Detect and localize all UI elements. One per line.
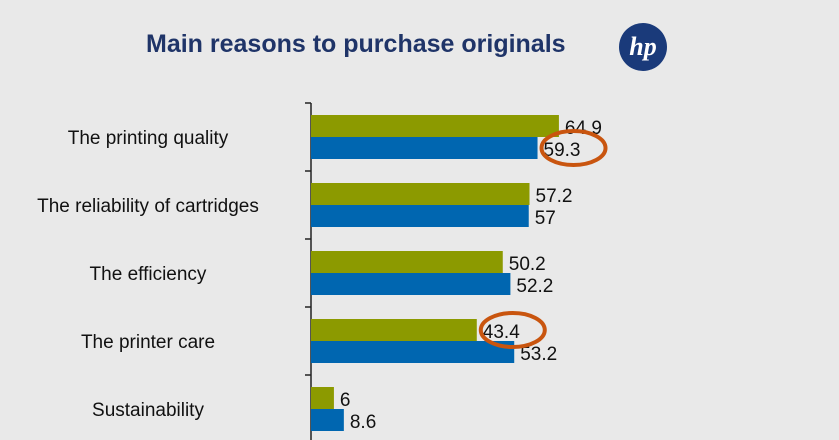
data-label: 59.3 bbox=[544, 140, 581, 161]
bar-series-2 bbox=[311, 273, 511, 295]
bar-series-1 bbox=[311, 115, 559, 137]
bar-series-1 bbox=[311, 387, 334, 409]
svg-text:hp: hp bbox=[629, 32, 656, 61]
bar-series-2 bbox=[311, 409, 344, 431]
highlight-circle bbox=[478, 311, 547, 349]
bar-series-1 bbox=[311, 319, 477, 341]
bar-series-2 bbox=[311, 137, 538, 159]
bar-series-1 bbox=[311, 251, 503, 273]
hp-logo-icon: hp bbox=[619, 23, 667, 71]
data-label: 57.2 bbox=[536, 186, 573, 207]
data-label: 57 bbox=[535, 208, 556, 229]
bar-series-2 bbox=[311, 205, 529, 227]
data-label: 53.2 bbox=[520, 344, 557, 365]
bar-series-1 bbox=[311, 183, 530, 205]
category-label: The reliability of cartridges bbox=[37, 196, 259, 217]
data-label: 52.2 bbox=[516, 276, 553, 297]
category-label: Sustainability bbox=[92, 400, 204, 421]
category-label: The efficiency bbox=[90, 264, 207, 285]
bar-series-2 bbox=[311, 341, 515, 363]
data-label: 43.4 bbox=[483, 322, 520, 343]
category-label: The printing quality bbox=[68, 128, 229, 149]
data-label: 6 bbox=[340, 390, 351, 411]
data-label: 8.6 bbox=[350, 412, 376, 433]
category-label: The printer care bbox=[81, 332, 215, 353]
data-label: 50.2 bbox=[509, 254, 546, 275]
highlight-circle bbox=[539, 129, 608, 167]
chart-title: Main reasons to purchase originals bbox=[146, 30, 566, 58]
